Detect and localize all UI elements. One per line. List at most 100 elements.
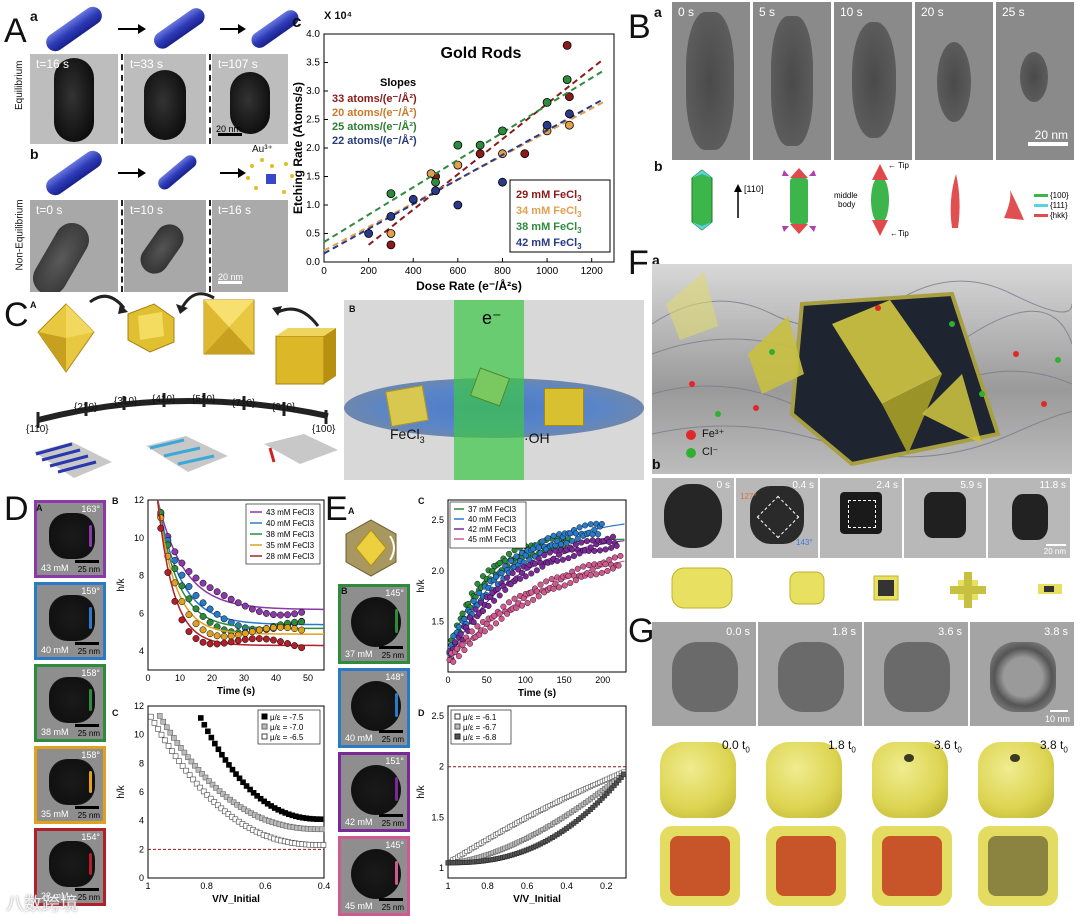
legend-entry: 28 mM FeCl3 [266,552,315,561]
legend-entry: 43 mM FeCl3 [266,508,315,517]
data-point [219,751,225,758]
data-point [533,567,540,574]
data-point [481,628,488,635]
y-tick-label: 2.0 [306,143,320,154]
panel-f-sim-shapes [671,567,1062,609]
data-point [269,636,277,644]
data-point [298,608,306,616]
data-point [220,791,226,797]
data-point [192,605,200,613]
nanorod [937,42,971,122]
angle-label: 145° [385,840,404,850]
data-point [183,767,189,774]
data-point [206,778,212,784]
data-point [222,757,229,763]
tem-frame: t=10 s [124,200,206,292]
scale-label: 10 nm [1044,714,1070,724]
data-point [552,580,559,587]
data-point [277,623,284,631]
data-point [550,585,557,592]
tem-frame: 0.0 s [652,622,756,726]
data-point [587,521,594,528]
tem-frame: t=33 s [124,54,206,144]
panel-ac-sub: c [292,12,302,31]
beam-schematic: B e⁻ FeCl3 ·OH [344,300,644,480]
data-point [492,573,499,580]
data-point [604,567,611,574]
data-point [206,630,214,638]
y-axis-label: h/k [416,784,427,798]
data-point [220,633,228,640]
panel-d-sub-b: B [112,496,119,506]
nanoparticle [884,642,950,712]
data-point [498,570,505,577]
data-point [202,774,209,781]
data-point [213,610,221,618]
data-point [291,625,299,633]
panel-e-sub-b: B [341,586,348,596]
data-point [522,573,529,580]
data-point [518,569,525,576]
fit-line [323,101,604,252]
data-point [563,539,570,546]
data-point [192,620,200,628]
data-point [587,544,594,551]
panel-d-letter: D [4,490,29,528]
data-point [213,588,221,596]
scale-bar [75,642,99,645]
data-point [185,595,193,603]
data-point [178,571,186,579]
scale-bar [1028,142,1068,146]
data-point [364,229,374,238]
truncated-octahedron-icon [345,519,397,577]
data-point [513,553,520,560]
data-point [269,624,277,632]
scale-bar [75,806,99,809]
nanoparticle [750,486,804,544]
y-tick-label: 2.5 [306,115,320,126]
data-point [494,585,501,592]
data-point [298,626,306,634]
cuboctahedron-icon [127,303,175,353]
x-tick-label: 50 [482,675,492,685]
data-point [213,785,219,791]
data-point [155,726,161,732]
sim-time-label: 3.6 t0 [934,738,962,755]
x-tick-label: 0.6 [259,881,272,891]
x-tick-label: 800 [494,266,511,277]
data-point [496,610,503,617]
data-point [172,753,179,760]
data-point [186,772,193,778]
x-tick-label: 400 [405,266,422,277]
fe-label: Fe³⁺ [702,428,725,440]
data-point [291,610,299,618]
tem-frame: 25 s 20 nm [996,2,1074,160]
data-point [291,642,299,650]
x-axis-label: V/V_Initial [513,894,561,905]
data-point [206,584,214,592]
data-point [459,641,466,648]
x-tick-label: 150 [557,675,572,685]
data-point [320,842,327,848]
plot-area [447,705,627,879]
tem-frame: 159° 40 mM 25 nm [34,582,106,660]
svg-text:← Tip: ← Tip [888,161,909,170]
data-point [165,743,172,749]
y-tick-label: 4.0 [306,29,320,40]
x-axis-label: Dose Rate (e⁻/Å²s) [416,278,522,293]
data-point [156,713,163,719]
oh-label: ·OH [524,430,550,446]
data-point [211,799,218,805]
data-point [262,609,270,617]
tem-frame: 10 s [834,2,912,160]
data-point [602,561,609,568]
time-label: 0.4 s [792,480,814,491]
facet-label: {100} [312,424,336,435]
data-point [241,630,249,637]
data-point [178,598,186,606]
data-point [431,186,440,196]
time-label: 0 s [678,5,695,19]
data-point [255,635,263,643]
rod-icon [153,8,205,49]
data-point [254,793,260,799]
